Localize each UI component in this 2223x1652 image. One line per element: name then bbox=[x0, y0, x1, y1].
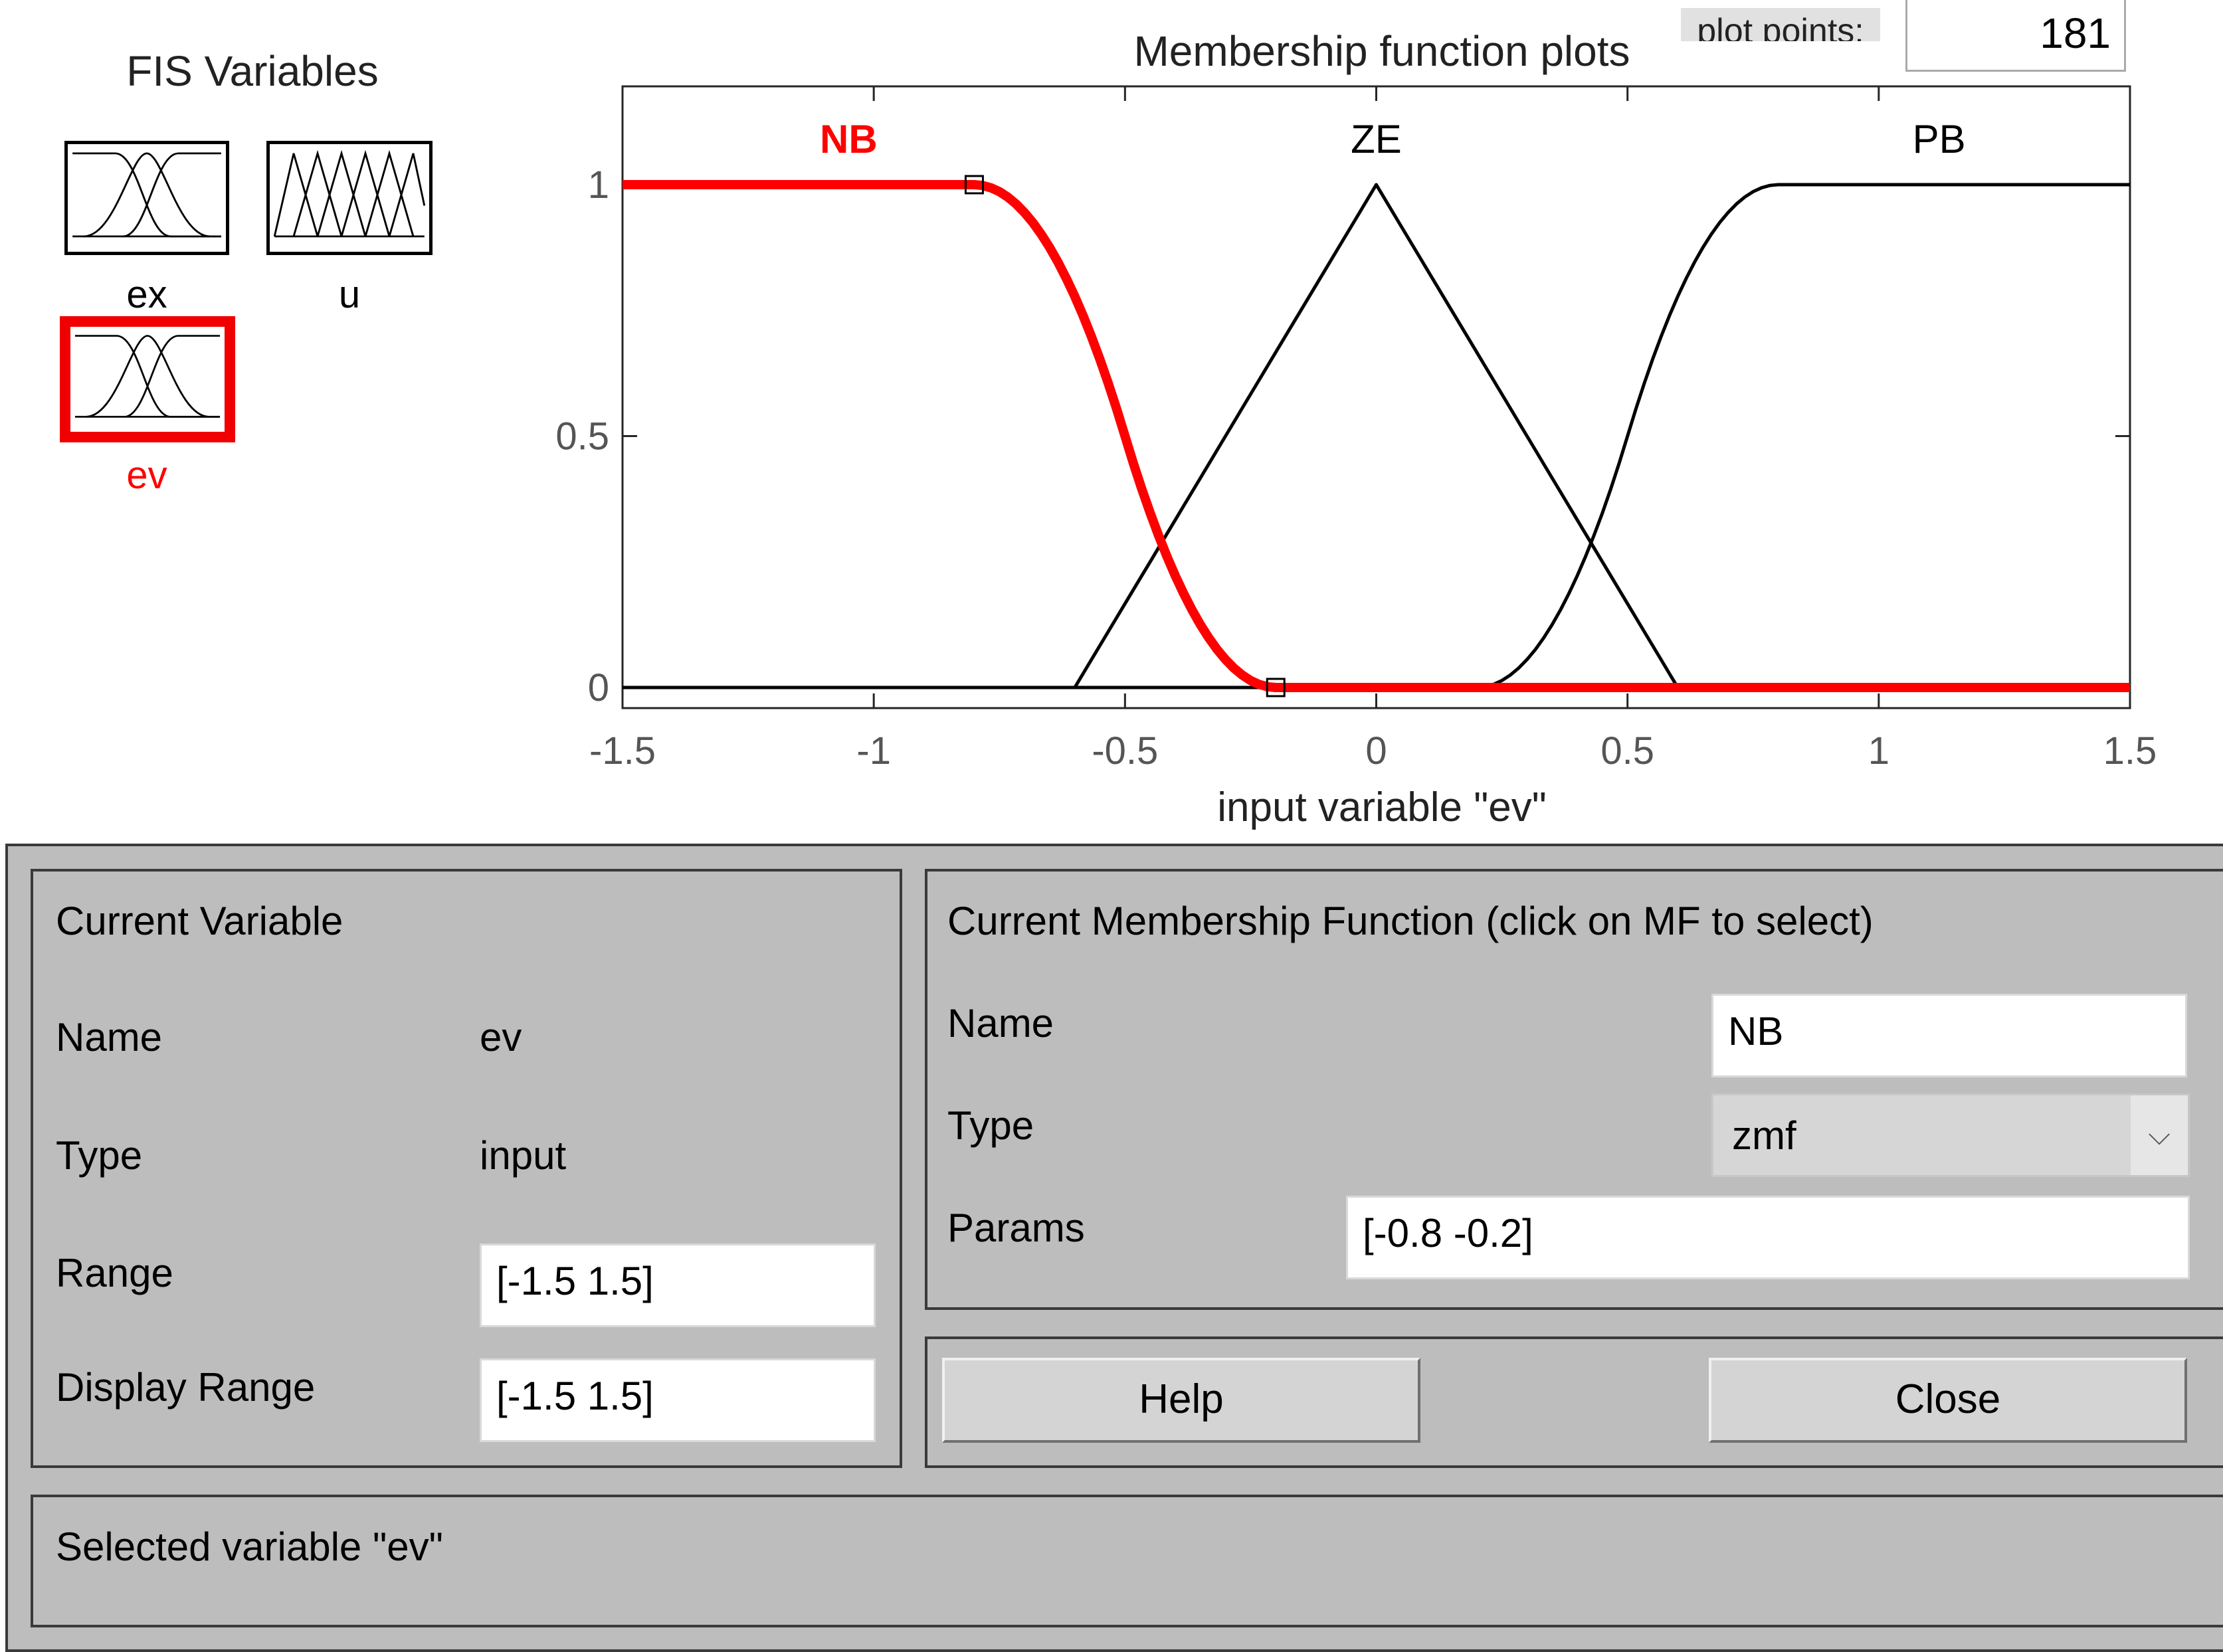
mf-label-nb: NB bbox=[820, 117, 878, 161]
help-button[interactable]: Help bbox=[942, 1358, 1420, 1443]
mf-thumbnail-icon bbox=[74, 335, 221, 418]
variable-name-value: ev bbox=[480, 1015, 522, 1059]
mf-type-value: zmf bbox=[1732, 1113, 1796, 1158]
membership-function-plot[interactable]: -1.5 -1 -0.5 0 0.5 1 1.5 00.51 NB ZE PB bbox=[0, 0, 2223, 844]
current-variable-group: Current Variable Name ev Type input Rang… bbox=[31, 869, 902, 1468]
fis-variables-title: FIS Variables bbox=[126, 47, 379, 95]
x-axis-label: input variable "ev" bbox=[1217, 784, 1547, 830]
plot-axes-frame bbox=[621, 85, 2131, 709]
mf-name-label: Name bbox=[947, 1001, 1054, 1046]
current-mf-group: Current Membership Function (click on MF… bbox=[925, 869, 2223, 1310]
display-range-label: Display Range bbox=[56, 1365, 316, 1410]
mf-thumbnail-icon bbox=[72, 152, 221, 238]
variable-ev-icon[interactable] bbox=[60, 316, 235, 442]
x-tick-label: 0 bbox=[1365, 729, 1387, 773]
variable-ex-icon[interactable] bbox=[64, 141, 229, 255]
status-bar: Selected variable "ev" bbox=[31, 1495, 2223, 1627]
properties-panel: Current Variable Name ev Type input Rang… bbox=[5, 844, 2223, 1652]
current-variable-heading: Current Variable bbox=[56, 899, 343, 943]
mf-type-label: Type bbox=[947, 1103, 1034, 1148]
plot-points-input[interactable]: 181 bbox=[1905, 0, 2126, 72]
mf-params-label: Params bbox=[947, 1206, 1085, 1250]
mf-name-field[interactable]: NB bbox=[1711, 994, 2187, 1077]
mf-type-dropdown[interactable]: zmf ⌵ bbox=[1711, 1093, 2190, 1177]
y-tick-label: 0 bbox=[588, 666, 609, 709]
mf-labels: NB ZE PB bbox=[820, 117, 1966, 161]
variable-ev-label[interactable]: ev bbox=[126, 454, 167, 497]
mf-thumbnail-icon bbox=[273, 149, 426, 238]
status-text: Selected variable "ev" bbox=[56, 1524, 443, 1569]
x-tick-label: -1 bbox=[856, 729, 891, 773]
close-button[interactable]: Close bbox=[1709, 1358, 2187, 1443]
x-ticks: -1.5 -1 -0.5 0 0.5 1 1.5 bbox=[589, 86, 2157, 773]
mf-params-field[interactable]: [-0.8 -0.2] bbox=[1346, 1196, 2190, 1279]
variable-ex-label[interactable]: ex bbox=[126, 273, 167, 316]
variable-type-value: input bbox=[480, 1133, 567, 1178]
range-label: Range bbox=[56, 1251, 173, 1295]
display-range-field[interactable]: [-1.5 1.5] bbox=[480, 1358, 876, 1442]
plot-frame bbox=[621, 85, 2131, 709]
variable-u-icon[interactable] bbox=[266, 141, 433, 255]
y-ticks: 00.51 bbox=[555, 163, 2130, 709]
current-mf-heading: Current Membership Function (click on MF… bbox=[947, 899, 1874, 943]
x-tick-label: -0.5 bbox=[1092, 729, 1158, 773]
mf-curves bbox=[623, 175, 2130, 697]
x-tick-label: -1.5 bbox=[589, 729, 656, 773]
range-field[interactable]: [-1.5 1.5] bbox=[480, 1243, 876, 1327]
variable-u-label[interactable]: u bbox=[338, 273, 361, 316]
variable-type-label: Type bbox=[56, 1133, 143, 1178]
y-tick-label: 0.5 bbox=[555, 415, 609, 458]
mf-handle bbox=[1266, 678, 1286, 697]
variable-name-label: Name bbox=[56, 1015, 163, 1059]
x-tick-label: 1.5 bbox=[2103, 729, 2157, 773]
x-tick-label: 1 bbox=[1868, 729, 1889, 773]
x-tick-label: 0.5 bbox=[1600, 729, 1654, 773]
y-tick-label: 1 bbox=[588, 163, 609, 207]
mf-handle bbox=[964, 175, 984, 195]
plot-points-label: plot points: bbox=[1681, 8, 1880, 41]
buttons-group: Help Close bbox=[925, 1336, 2223, 1468]
plot-title: Membership function plots bbox=[1133, 27, 1630, 75]
chevron-down-icon[interactable]: ⌵ bbox=[2131, 1095, 2188, 1175]
mf-label-pb: PB bbox=[1913, 117, 1966, 161]
mf-label-ze: ZE bbox=[1351, 117, 1402, 161]
mf-curve-nb bbox=[623, 180, 2130, 692]
